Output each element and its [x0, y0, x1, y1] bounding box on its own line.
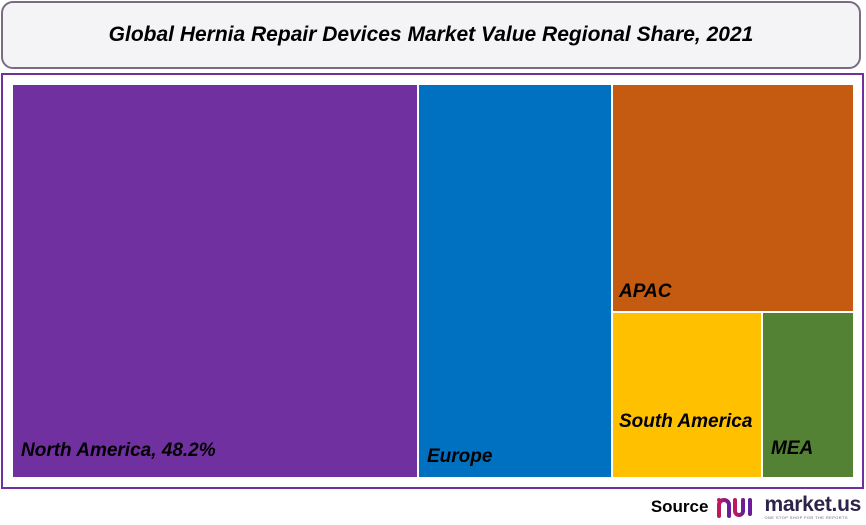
tile-label-europe: Europe: [427, 446, 493, 467]
tile-mea: MEA: [763, 313, 853, 477]
tile-north-america: North America, 48.2%: [13, 85, 417, 477]
tile-europe: Europe: [419, 85, 611, 477]
source-label: Source: [650, 497, 709, 516]
market-us-brand: market.us: [764, 493, 861, 516]
tile-label-south-america: South America: [619, 411, 753, 432]
tile-label-mea: MEA: [771, 438, 814, 459]
tile-apac: APAC: [613, 85, 853, 311]
tile-label-north-america: North America, 48.2%: [21, 440, 216, 461]
chart-title-box: Global Hernia Repair Devices Market Valu…: [1, 1, 861, 69]
tile-south-america: South America: [613, 313, 761, 477]
tile-label-apac: APAC: [619, 281, 672, 302]
market-us-logo-icon: [717, 498, 753, 518]
treemap-frame: North America, 48.2% Europe APAC South A…: [1, 73, 864, 489]
source-credit: Source market.us ONE STOP SHOP FOR THE R…: [651, 493, 861, 521]
market-us-tagline: ONE STOP SHOP FOR THE REPORTS: [764, 515, 848, 520]
market-us-logo: market.us ONE STOP SHOP FOR THE REPORTS: [716, 494, 861, 520]
chart-title: Global Hernia Repair Devices Market Valu…: [108, 23, 754, 46]
